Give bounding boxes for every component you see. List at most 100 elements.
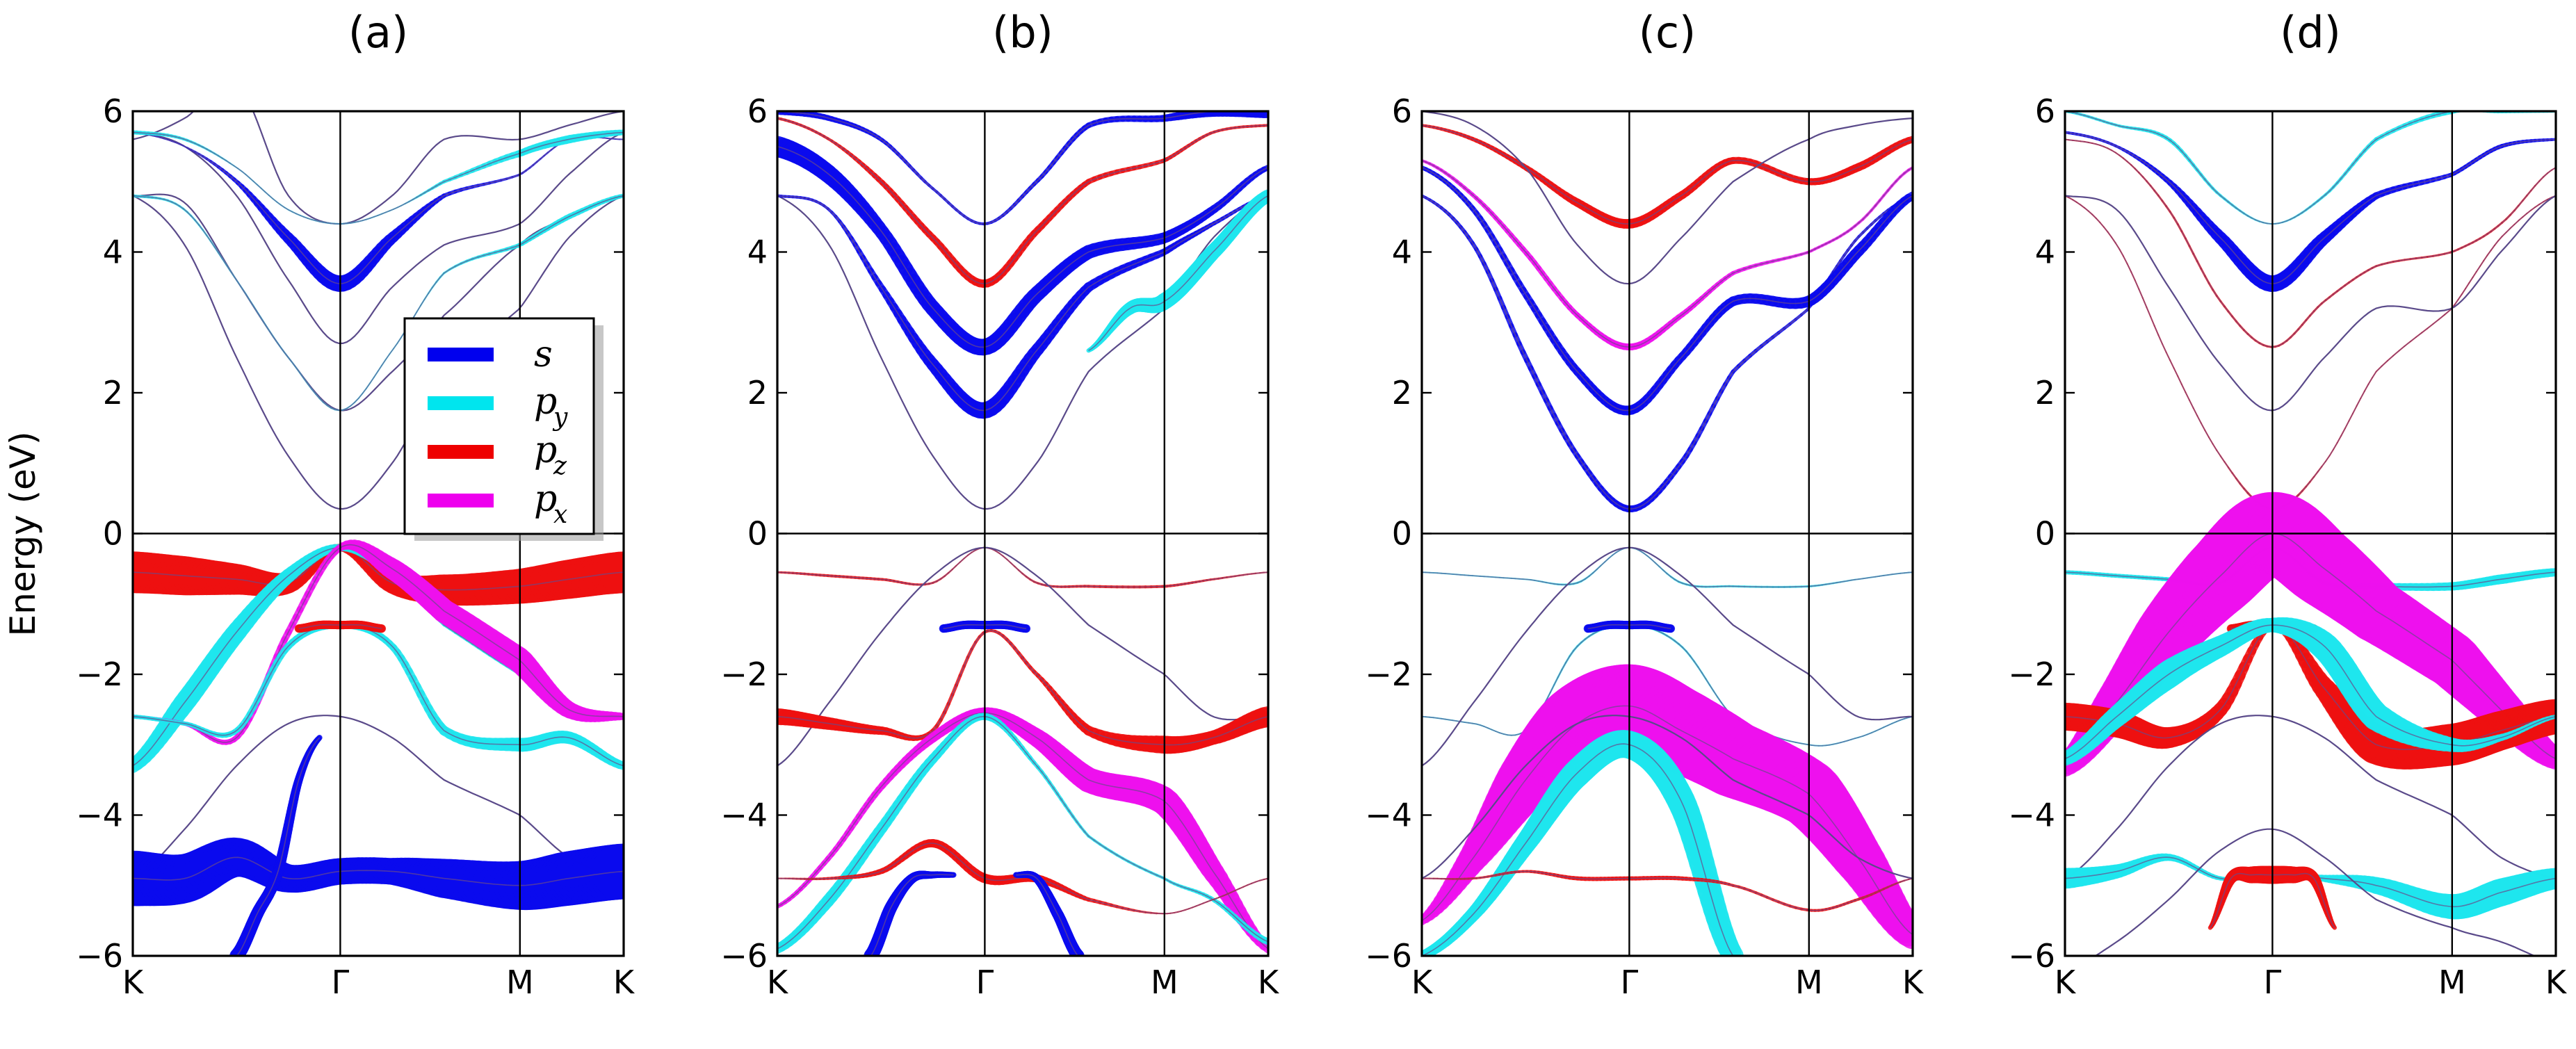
panel-title: (b)	[992, 7, 1053, 58]
band-segment	[2456, 111, 2464, 113]
x-tick-label: Γ	[1621, 963, 1639, 1001]
band-thin-12	[133, 715, 624, 879]
band-center-line	[133, 131, 624, 225]
band-pz-7	[133, 544, 624, 606]
band-px-9	[1422, 664, 1913, 950]
y-tick-label: −2	[76, 656, 123, 693]
y-tick-label: 0	[1392, 515, 1412, 553]
y-tick-label: −4	[720, 797, 768, 834]
band-pz-11	[294, 620, 387, 633]
band-center-line	[870, 874, 954, 956]
band-center-line	[133, 544, 624, 743]
band-center-line	[1422, 167, 1913, 412]
band-line	[2065, 195, 2556, 412]
y-tick-label: 6	[747, 92, 768, 130]
band-center-line	[2065, 138, 2556, 348]
band-center-line	[1422, 124, 1913, 225]
x-tick-label: Γ	[976, 963, 994, 1001]
band-px-10	[777, 707, 1268, 954]
band-lines	[1422, 111, 1913, 956]
band-s-14	[1013, 870, 1085, 956]
band-center-line	[777, 712, 1268, 950]
band-s-4	[777, 111, 1268, 226]
band-line	[1422, 546, 1913, 767]
band-center-line	[777, 843, 1268, 914]
band-center-line	[2065, 532, 2556, 767]
band-line	[133, 131, 624, 344]
y-tick-label: 6	[1392, 92, 1412, 130]
panel-title: (c)	[1639, 7, 1696, 58]
band-thin-12	[1422, 715, 1913, 879]
band-line	[1422, 715, 1913, 879]
band-center-line	[133, 546, 624, 591]
x-tick-label: M	[506, 963, 534, 1001]
panel-title: (a)	[348, 7, 408, 58]
band-center-line	[777, 111, 1268, 225]
band-center-line	[236, 737, 321, 956]
band-thin-1	[2065, 195, 2556, 412]
y-tick-label: 2	[1392, 374, 1412, 412]
band-py-4	[2065, 111, 2556, 225]
band-center-line	[777, 715, 1268, 950]
band-line	[133, 195, 624, 510]
panel-title: (d)	[2280, 7, 2341, 58]
band-center-line	[1422, 743, 1734, 956]
band-thin-7	[1422, 546, 1913, 767]
band-thin-1	[133, 195, 624, 510]
x-tick-label: M	[1795, 963, 1823, 1001]
band-center-line	[1422, 160, 1913, 348]
band-s-1	[777, 194, 1268, 419]
x-tick-label: K	[613, 963, 635, 1001]
band-center-line	[777, 630, 1268, 746]
band-pz-6	[777, 546, 1268, 589]
x-tick-label: K	[122, 963, 145, 1001]
band-segment	[2478, 111, 2486, 113]
band-px-6	[2065, 491, 2556, 777]
y-tick-label: 4	[103, 234, 123, 271]
y-tick-label: 0	[103, 515, 123, 553]
x-tick-label: K	[767, 963, 789, 1001]
y-tick-label: 2	[103, 374, 123, 412]
y-tick-label: −6	[76, 937, 123, 975]
band-line	[777, 546, 1268, 767]
y-tick-label: −2	[720, 656, 768, 693]
band-line	[1422, 111, 1913, 285]
band-line	[133, 111, 624, 225]
y-tick-label: −4	[76, 797, 123, 834]
x-tick-label: K	[1258, 963, 1280, 1001]
band-s-8	[939, 620, 1031, 633]
band-py-11	[777, 713, 1268, 954]
band-center-line	[2065, 131, 2556, 284]
y-tick-label: 0	[747, 515, 768, 553]
x-tick-label: M	[1151, 963, 1178, 1001]
y-tick-label: 6	[103, 92, 123, 130]
band-s-4	[133, 131, 624, 292]
band-thin-3	[133, 111, 624, 225]
band-center-line	[133, 856, 624, 886]
band-pz-11	[1422, 870, 1913, 912]
x-tick-label: K	[1411, 963, 1434, 1001]
band-center-line	[133, 131, 624, 284]
band-center-line	[1422, 705, 1913, 936]
band-center-line	[1422, 870, 1913, 911]
band-thin-2	[133, 131, 624, 344]
band-pz-3	[777, 117, 1268, 288]
band-py-5	[1422, 546, 1913, 588]
y-tick-label: −2	[1365, 656, 1412, 693]
band-center-line	[777, 117, 1268, 284]
band-pz-2	[2065, 138, 2556, 348]
band-line	[133, 715, 624, 879]
band-s-8	[1583, 620, 1676, 633]
band-center-line	[133, 195, 624, 412]
band-center-line	[2065, 195, 2556, 510]
band-center-line	[777, 195, 1268, 412]
band-center-line	[1016, 874, 1079, 956]
band-py-10	[1422, 730, 1744, 956]
band-thin-7	[777, 546, 1268, 767]
band-s-13	[864, 870, 957, 956]
y-tick-label: −4	[1365, 797, 1412, 834]
band-lines	[2065, 111, 2556, 956]
